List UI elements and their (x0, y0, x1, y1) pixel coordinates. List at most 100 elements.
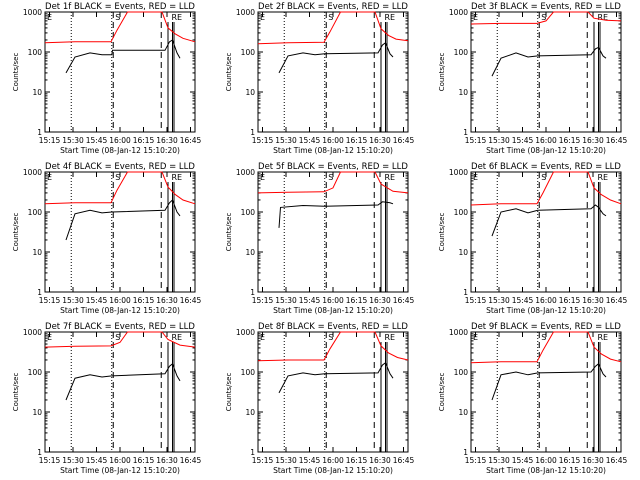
marker-label-s: S (115, 173, 120, 182)
marker-label-e: E (260, 13, 265, 22)
x-tick-label: 15:15 (252, 296, 274, 305)
x-tick-label: 16:45 (393, 456, 415, 465)
x-tick-label: 16:00 (109, 456, 131, 465)
series-line-black-events (65, 199, 181, 241)
y-tick-label: 1000 (23, 168, 42, 177)
y-tick-label: 100 (28, 48, 43, 57)
marker-label-e: E (260, 173, 265, 182)
x-tick-label: 16:00 (109, 136, 131, 145)
x-tick-label: 16:30 (582, 136, 604, 145)
marker-label-e: E (47, 13, 52, 22)
x-tick-label: 15:15 (39, 456, 61, 465)
panel-title: Det 3f BLACK = Events, RED = LLD (471, 2, 621, 12)
y-axis-label: Counts/sec (12, 213, 20, 252)
series-line-black-events (65, 39, 181, 74)
y-tick-label: 1000 (23, 8, 42, 17)
x-tick-label: 15:30 (62, 136, 84, 145)
y-axis-label: Counts/sec (225, 213, 233, 252)
x-tick-label: 16:45 (393, 136, 415, 145)
panel-title: Det 5f BLACK = Events, RED = LLD (258, 162, 408, 172)
x-tick-label: 16:00 (322, 136, 344, 145)
x-axis-label: Start Time (08-Jan-12 15:10:20) (486, 306, 606, 315)
y-tick-label: 1000 (236, 328, 255, 337)
y-tick-label: 1 (250, 288, 255, 297)
panel-title: Det 4f BLACK = Events, RED = LLD (45, 162, 195, 172)
series-line-black-events (491, 363, 607, 401)
series-line-black-events (278, 362, 394, 394)
series-line-red-lld (470, 11, 622, 25)
y-tick-label: 100 (28, 208, 43, 217)
x-tick-label: 15:30 (275, 136, 297, 145)
panel-title: Det 8f BLACK = Events, RED = LLD (258, 322, 408, 332)
y-tick-label: 10 (245, 88, 255, 97)
x-tick-label: 15:45 (86, 296, 108, 305)
y-tick-label: 1 (250, 128, 255, 137)
marker-label-e: E (47, 333, 52, 342)
panel-title: Det 7f BLACK = Events, RED = LLD (45, 322, 195, 332)
panel-title: Det 6f BLACK = Events, RED = LLD (471, 162, 621, 172)
x-tick-label: 15:30 (488, 296, 510, 305)
detector-panel-1: Det 1f BLACK = Events, RED = LLD 1 10 100 10… (12, 2, 202, 155)
marker-label-re: RE (598, 13, 609, 22)
x-tick-label: 16:15 (559, 296, 581, 305)
y-tick-label: 100 (454, 48, 469, 57)
x-tick-label: 16:30 (156, 456, 178, 465)
x-tick-label: 15:30 (488, 136, 510, 145)
series-line-red-lld (257, 11, 409, 45)
marker-label-s: S (541, 13, 546, 22)
x-tick-label: 16:00 (535, 136, 557, 145)
x-tick-label: 16:30 (582, 456, 604, 465)
detector-panel-6: Det 6f BLACK = Events, RED = LLD 1 10 100 10… (438, 162, 628, 315)
series-line-red-lld (257, 171, 409, 194)
x-tick-label: 16:45 (606, 296, 628, 305)
x-tick-label: 16:30 (156, 136, 178, 145)
y-tick-label: 10 (458, 88, 468, 97)
x-tick-label: 16:15 (346, 136, 368, 145)
x-tick-label: 16:45 (393, 296, 415, 305)
marker-label-e: E (473, 13, 478, 22)
x-tick-label: 15:45 (299, 296, 321, 305)
y-tick-label: 10 (245, 248, 255, 257)
y-tick-label: 1000 (449, 8, 468, 17)
y-axis-label: Counts/sec (225, 53, 233, 92)
x-tick-label: 16:45 (180, 296, 202, 305)
x-tick-label: 16:45 (606, 136, 628, 145)
series-line-red-lld (470, 171, 622, 206)
series-line-red-lld (44, 331, 196, 348)
x-tick-label: 16:30 (582, 296, 604, 305)
series-line-black-events (491, 46, 607, 77)
x-tick-label: 15:15 (252, 456, 274, 465)
x-tick-label: 16:30 (369, 136, 391, 145)
x-tick-label: 15:45 (512, 136, 534, 145)
y-tick-label: 1 (463, 288, 468, 297)
y-tick-label: 100 (241, 368, 256, 377)
y-tick-label: 1 (463, 128, 468, 137)
x-tick-label: 15:15 (465, 456, 487, 465)
y-tick-label: 10 (245, 408, 255, 417)
y-tick-label: 1 (463, 448, 468, 457)
x-tick-label: 15:30 (488, 456, 510, 465)
x-tick-label: 15:45 (299, 456, 321, 465)
y-tick-label: 10 (32, 88, 42, 97)
series-line-red-lld (257, 331, 409, 362)
series-line-black-events (278, 201, 394, 228)
marker-label-s: S (328, 13, 333, 22)
series-line-black-events (278, 42, 394, 74)
y-axis-label: Counts/sec (12, 373, 20, 412)
panel-title: Det 2f BLACK = Events, RED = LLD (258, 2, 408, 12)
x-tick-label: 15:15 (39, 136, 61, 145)
y-tick-label: 1000 (236, 168, 255, 177)
x-tick-label: 16:00 (535, 456, 557, 465)
x-tick-label: 16:15 (133, 456, 155, 465)
x-tick-label: 16:00 (322, 296, 344, 305)
x-tick-label: 16:15 (559, 136, 581, 145)
series-line-red-lld (470, 331, 622, 364)
x-tick-label: 16:00 (535, 296, 557, 305)
x-tick-label: 15:15 (465, 296, 487, 305)
detector-panel-9: Det 9f BLACK = Events, RED = LLD 1 10 100 10… (438, 322, 628, 475)
series-line-red-lld (44, 11, 196, 44)
y-tick-label: 1000 (236, 8, 255, 17)
x-tick-label: 15:15 (252, 136, 274, 145)
y-tick-label: 10 (458, 408, 468, 417)
